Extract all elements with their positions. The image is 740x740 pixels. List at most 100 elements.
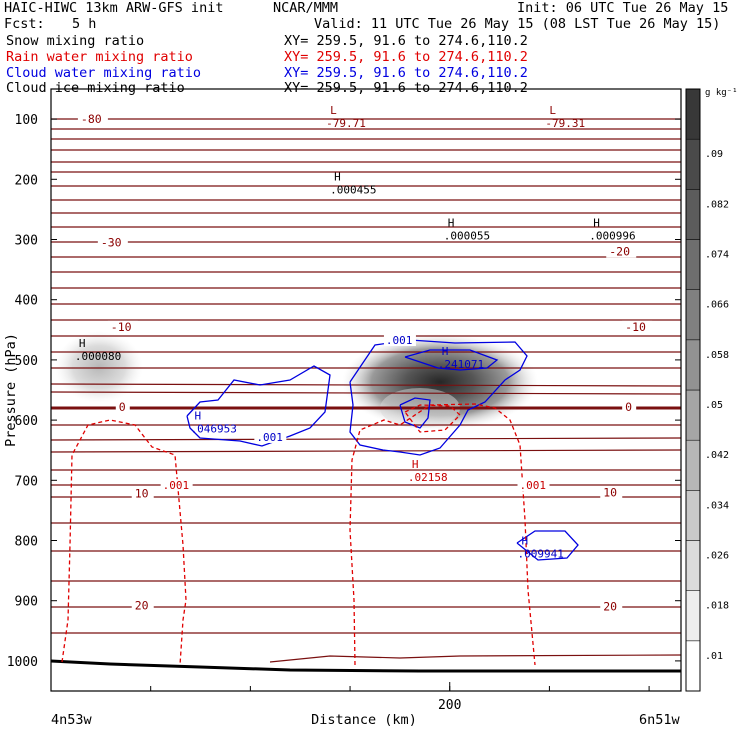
colorbar-box-4 [685,439,701,491]
isotherm-label-bg [622,320,653,333]
extremum-value-3: .000055 [444,230,490,243]
isotherm-label-bg [97,236,128,249]
cloud-water-contours [186,339,579,561]
isotherm-label-bg [622,400,637,413]
field-cloudwater-xy: XY= 259.5, 91.6 to 274.6,110.2 [284,65,528,81]
colorbar-box-9 [685,189,701,240]
colorbar-box-1 [685,590,701,642]
y-tick-label-500: 500 [15,354,38,369]
plot-area [51,118,681,673]
header-fcst-value: 5 h [72,16,97,32]
field-cloudice-label: Cloud ice mixing ratio [6,80,185,96]
isotherm-label-10: 20 [603,600,617,614]
colorbar-frame [685,88,701,692]
colorbar-units: g kg⁻¹ [705,88,738,98]
colorbar-box-5 [685,389,701,441]
colorbar-box-11 [685,88,701,140]
colorbar-box-0 [685,640,701,692]
colorbar-box-7 [685,289,701,341]
header-init: Init: 06 UTC Tue 26 May 15 [517,0,729,16]
isotherm-label-9: 20 [135,599,149,613]
annotations: -80 -30 -20 -10 -10 0 0 10 10 20 20 .001 .001 .001 .00… [75,104,653,614]
extremum-letter-8: H [412,458,419,471]
colorbar-labels: .01 .018 .026 .034 .042 .05 .058 .066 .074 .082 .0… [705,149,729,662]
isotherm-label-2: -20 [609,245,630,259]
x-axis: 200 [50,682,650,713]
isotherm-label-3: -10 [111,320,132,334]
header-line1-left: HAIC-HIWC 13km ARW-GFS init [4,0,224,16]
extremum-value-4: .000996 [589,230,635,243]
colorbar: g kg⁻¹ .01 .018 .026 .034 .042 .05 .058 .066 .07… [685,88,738,692]
header-line1-center: NCAR/MMM [273,0,339,16]
x-axis-label: Distance (km) [311,712,417,728]
colorbar-box-3 [685,490,701,541]
colorbar-label-4: .042 [705,450,729,461]
contour-label-1: .001 [256,431,283,444]
y-tick-label-800: 800 [15,535,38,550]
isotherm-label-4: -10 [625,320,646,334]
isotherm-label-6: 0 [625,400,632,414]
colorbar-label-1: .018 [705,601,729,612]
extremum-letter-3: H [448,217,455,230]
colorbar-box-10 [685,138,701,190]
terrain-surface-line [51,659,681,673]
header-valid: Valid: 11 UTC Tue 26 May 15 (08 LST Tue … [314,16,721,32]
extremum-letter-4: H [593,217,600,230]
extremum-value-9: .009941 [518,548,564,561]
colorbar-label-9: .082 [705,199,729,210]
extremum-letter-2: H [334,170,341,183]
colorbar-box-6 [685,339,701,391]
x-end-label: 6n51w [639,712,681,728]
header-fcst-label: Fcst: [4,16,45,32]
contour-label-3: .001 [520,479,547,492]
extremum-letter-5: H [79,337,86,350]
colorbar-box-8 [685,239,701,290]
isotherm-label-bg [600,600,623,613]
field-snow-label: Snow mixing ratio [6,33,145,49]
x-start-label: 4n53w [51,712,93,728]
field-cloudwater-label: Cloud water mixing ratio [6,65,202,81]
colorbar-label-10: .09 [705,149,723,160]
colorbar-label-2: .026 [705,551,729,562]
isotherm-label-0: -80 [81,112,102,126]
y-tick-label-300: 300 [15,234,38,249]
contour-label-bg [517,479,550,492]
y-tick-label-700: 700 [15,474,38,489]
y-tick-label-600: 600 [15,414,38,429]
contour-label-bg [254,430,287,443]
isotherm-lines [51,118,681,663]
isotherm-label-bg [131,599,154,612]
contour-label-bg [383,334,416,347]
x-tick-label-200: 200 [438,698,461,713]
y-tick-label-100: 100 [15,113,38,128]
colorbar-label-0: .01 [705,651,723,662]
extremum-value-7: .046953 [191,422,237,435]
colorbar-label-7: .066 [705,300,729,311]
colorbar-label-3: .034 [705,500,729,511]
y-axis-label: Pressure (hPa) [3,333,19,447]
y-tick-label-1000: 1000 [7,655,38,670]
extremum-value-1: -79.31 [545,117,585,130]
y-tick-label-900: 900 [15,595,38,610]
field-cloudice-xy: XY= 259.5, 91.6 to 274.6,110.2 [284,80,528,96]
colorbar-label-5: .05 [705,400,723,411]
colorbar-boxes [685,88,701,692]
isotherm-label-1: -30 [101,236,122,250]
extremum-letter-1: L [549,104,556,117]
extremum-letter-9: H [522,535,529,548]
isotherm-label-5: 0 [119,400,126,414]
isotherm-label-bg [107,320,138,333]
field-rain-xy: XY= 259.5, 91.6 to 274.6,110.2 [284,49,528,65]
y-tick-label-400: 400 [15,294,38,309]
contour-label-2: .001 [163,479,190,492]
plot-frame [50,88,682,692]
snow-shading-left [55,331,143,403]
field-snow-xy: XY= 259.5, 91.6 to 274.6,110.2 [284,33,528,49]
extremum-value-5: .000080 [75,350,121,363]
extremum-letter-6: H [442,345,449,358]
y-tick-label-200: 200 [15,173,38,188]
isotherm-label-bg [600,486,623,499]
extremum-letter-7: H [195,409,202,422]
isotherm-label-bg [131,487,154,500]
